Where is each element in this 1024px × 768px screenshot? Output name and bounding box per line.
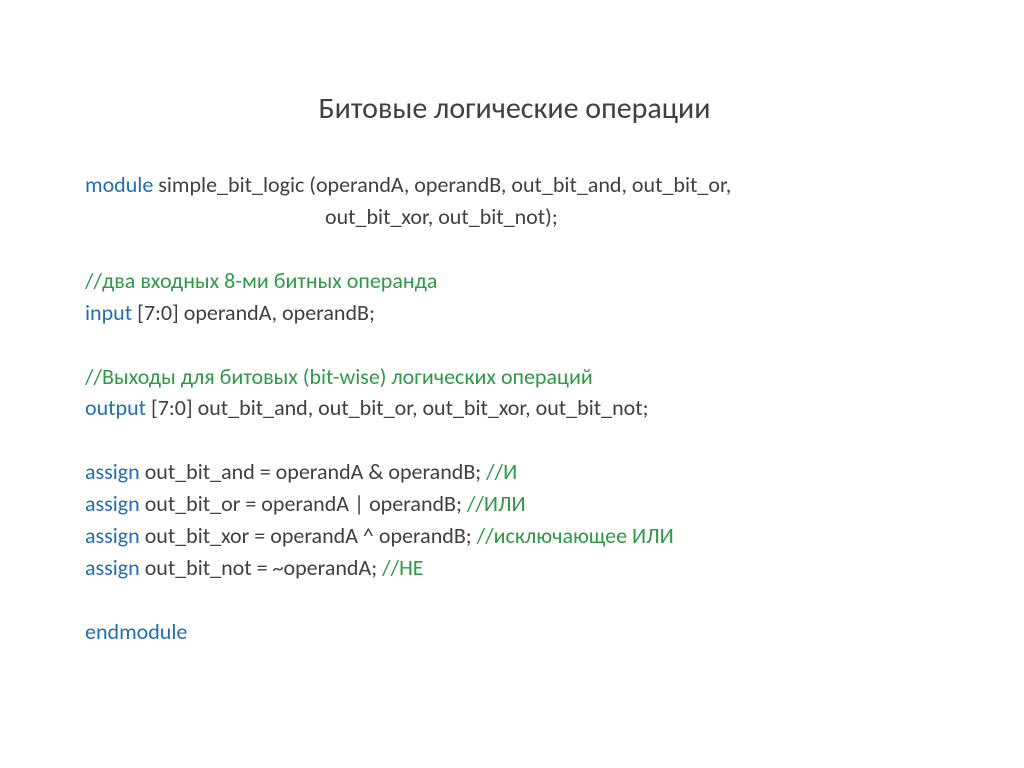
code-text: simple_bit_logic (operandA, operandB, ou… <box>153 171 731 198</box>
code-line: assign out_bit_or = operandA | operandB;… <box>85 488 944 520</box>
code-line: assign out_bit_not = ~operandA; //НЕ <box>85 552 944 584</box>
code-line: assign out_bit_xor = operandA ^ operandB… <box>85 520 944 552</box>
code-text: out_bit_and = operandA & operandB; <box>140 458 486 485</box>
comment: //И <box>486 458 517 485</box>
keyword-input: input <box>85 299 132 326</box>
keyword-endmodule: endmodule <box>85 618 187 645</box>
code-line: endmodule <box>85 616 944 648</box>
code-line: out_bit_xor, out_bit_not); <box>85 201 944 233</box>
code-text: out_bit_xor = operandA ^ operandB; <box>140 522 477 549</box>
keyword-output: output <box>85 394 146 421</box>
comment: //исключающее ИЛИ <box>477 522 674 549</box>
slide: Битовые логические операции module simpl… <box>0 0 1024 768</box>
blank-line <box>85 424 944 456</box>
code-line: //два входных 8-ми битных операнда <box>85 265 944 297</box>
code-line: input [7:0] operandA, operandB; <box>85 297 944 329</box>
code-text: out_bit_not = ~operandA; <box>140 554 382 581</box>
code-line: assign out_bit_and = operandA & operandB… <box>85 456 944 488</box>
keyword-assign: assign <box>85 490 140 517</box>
comment: //ИЛИ <box>467 490 526 517</box>
comment: //НЕ <box>382 554 423 581</box>
code-line: module simple_bit_logic (operandA, opera… <box>85 169 944 201</box>
code-text: [7:0] operandA, operandB; <box>132 299 375 326</box>
keyword-module: module <box>85 171 153 198</box>
code-text: out_bit_or = operandA | operandB; <box>140 490 467 517</box>
code-line: output [7:0] out_bit_and, out_bit_or, ou… <box>85 392 944 424</box>
code-line: //Выходы для битовых (bit-wise) логическ… <box>85 361 944 393</box>
comment: //Выходы для битовых (bit-wise) логическ… <box>85 363 593 390</box>
blank-line <box>85 584 944 616</box>
slide-title: Битовые логические операции <box>85 90 944 127</box>
comment: //два входных 8-ми битных операнда <box>85 267 437 294</box>
blank-line <box>85 329 944 361</box>
keyword-assign: assign <box>85 554 140 581</box>
code-text: out_bit_xor, out_bit_not); <box>325 203 558 230</box>
keyword-assign: assign <box>85 458 140 485</box>
blank-line <box>85 233 944 265</box>
code-text: [7:0] out_bit_and, out_bit_or, out_bit_x… <box>146 394 648 421</box>
code-block: module simple_bit_logic (operandA, opera… <box>85 169 944 648</box>
keyword-assign: assign <box>85 522 140 549</box>
